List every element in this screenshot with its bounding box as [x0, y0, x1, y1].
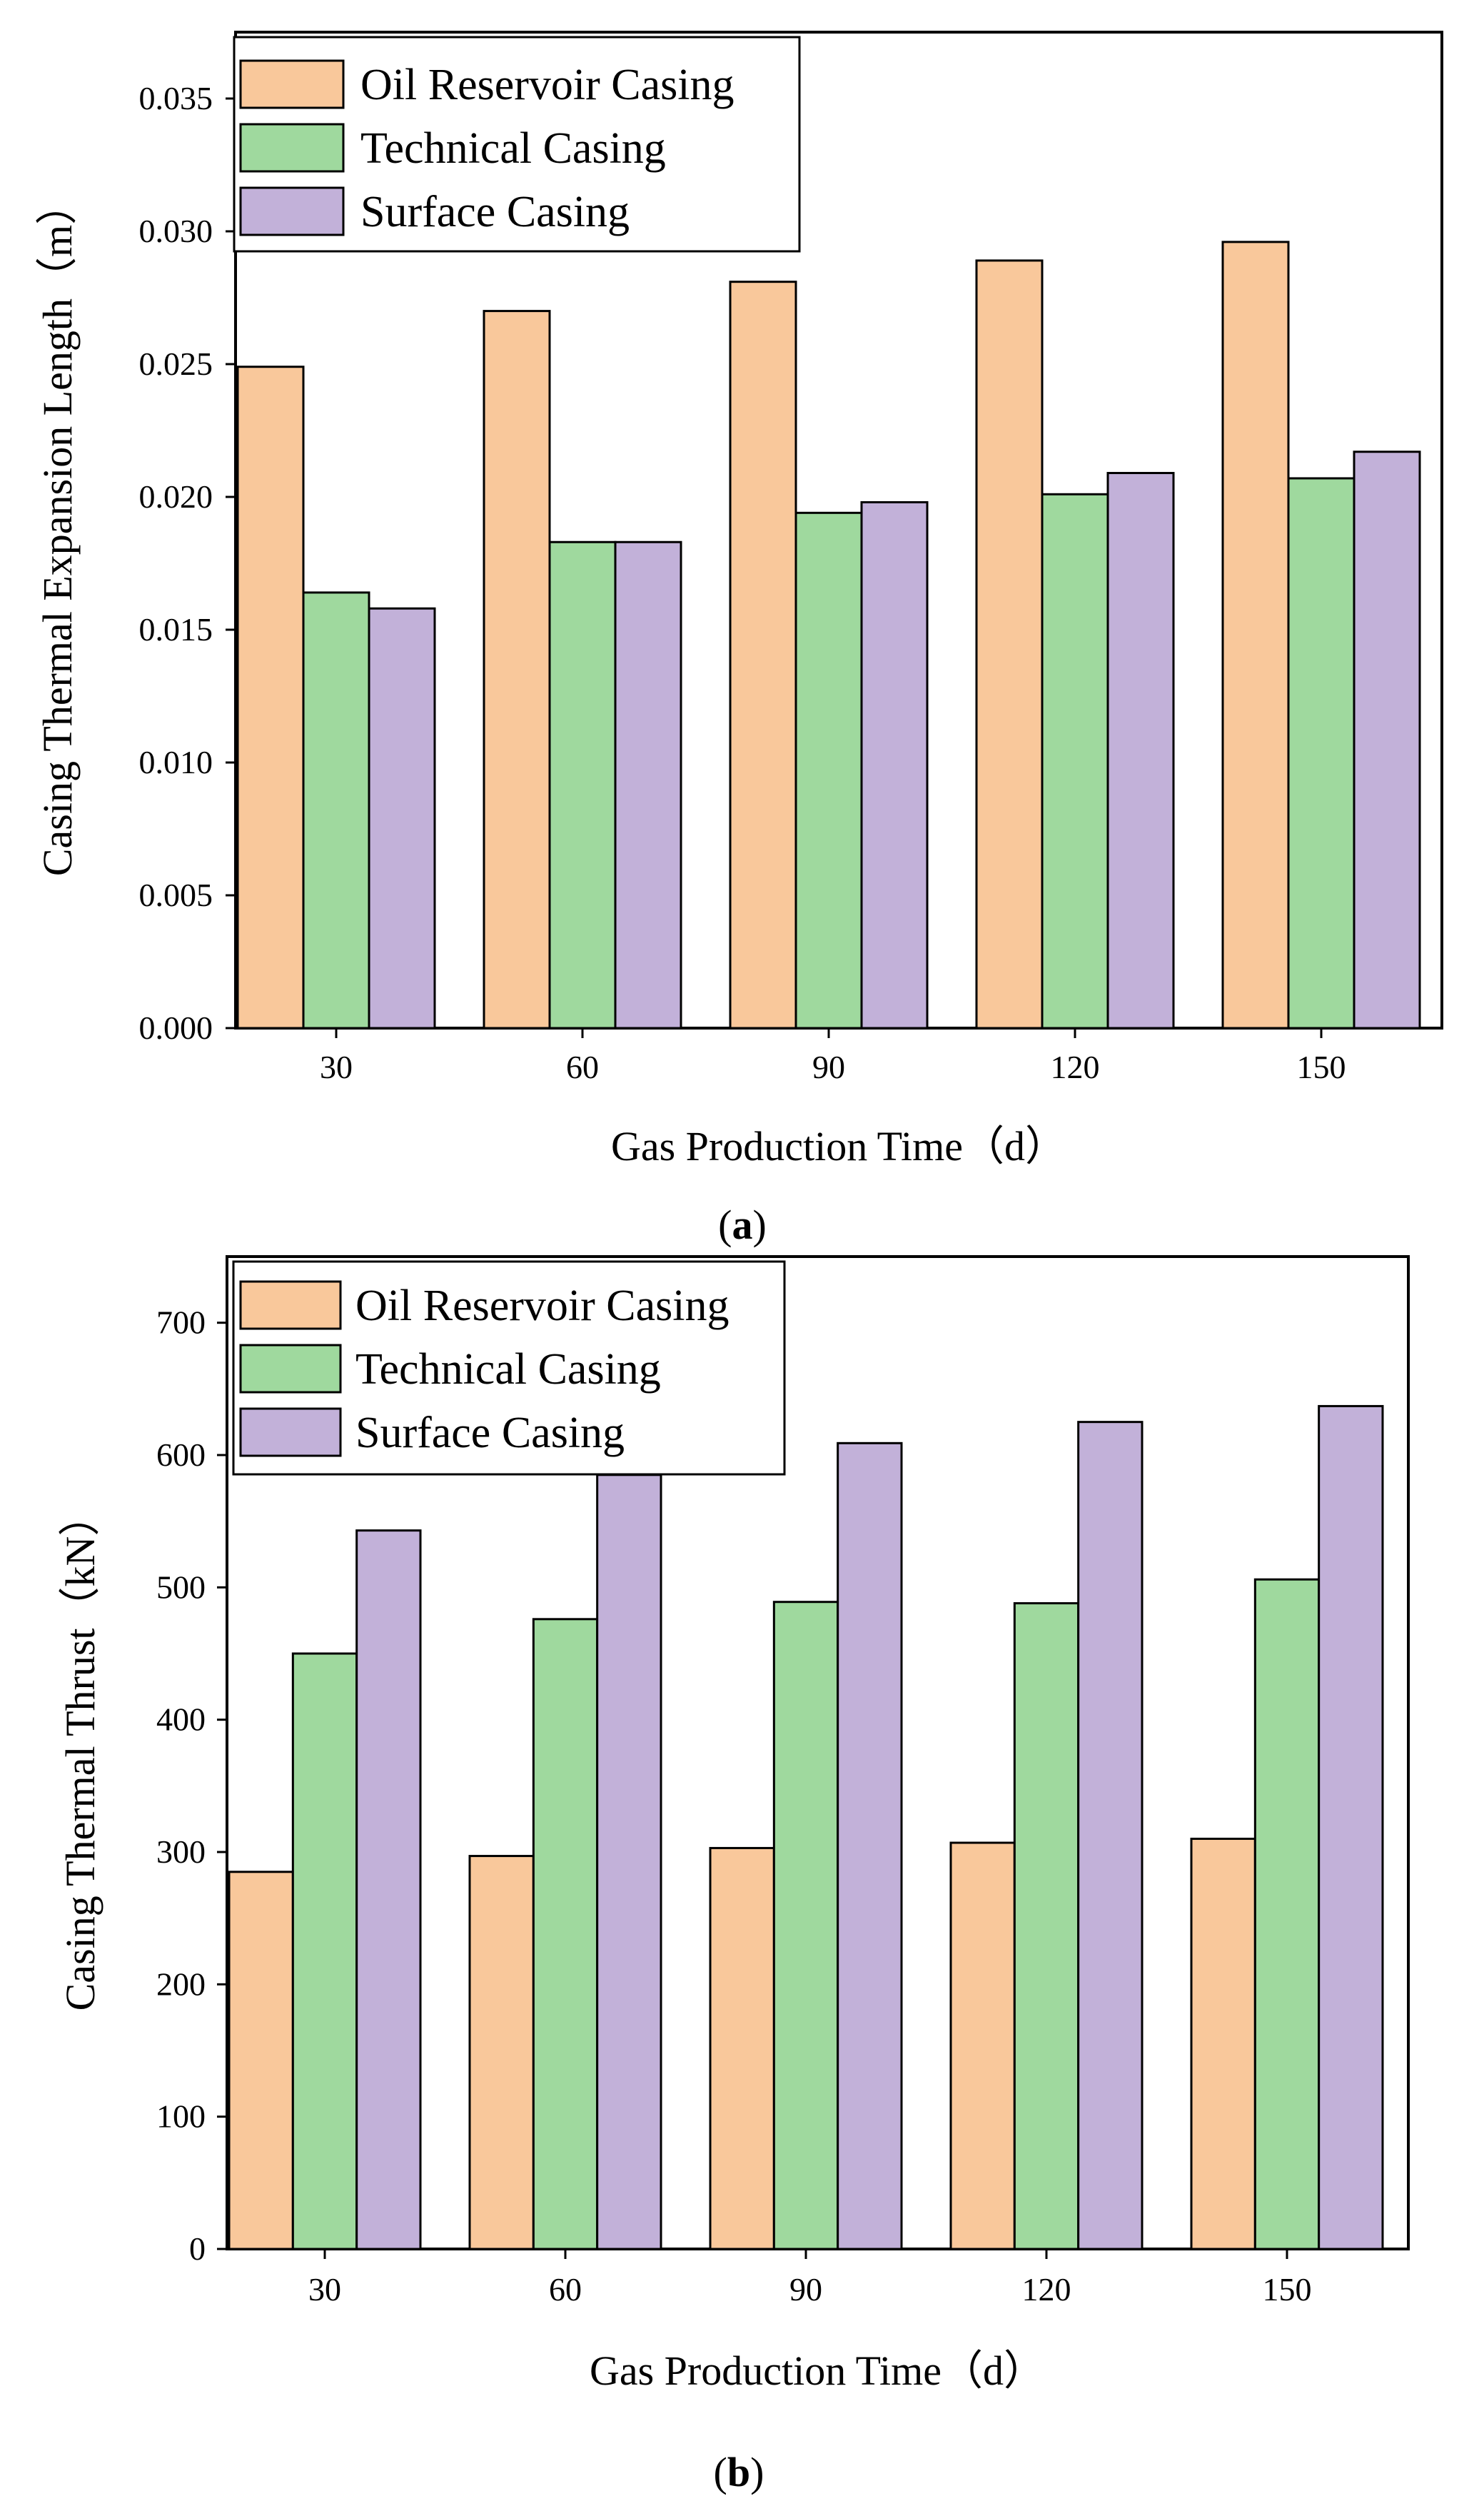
- bars: [236, 241, 1421, 1030]
- x-tick-label: 60: [566, 1049, 599, 1085]
- y-tick-label: 600: [156, 1436, 206, 1473]
- legend-swatch: [239, 1344, 342, 1394]
- legend-swatch: [239, 1280, 342, 1330]
- legend-label: Surface Casing: [360, 188, 630, 236]
- x-axis-title: Gas Production Time（d）: [590, 2348, 1045, 2394]
- bar-technical-casing-60: [532, 1618, 599, 2250]
- y-tick-label: 700: [156, 1304, 206, 1341]
- y-axis-ticks: 0 100 200 300 400 500 600 700: [156, 1304, 227, 2267]
- y-tick-label: 0: [189, 2230, 206, 2267]
- bar-surface-casing-150: [1353, 451, 1421, 1030]
- bar-technical-casing-30: [302, 591, 370, 1030]
- bar-surface-casing-60: [596, 1474, 662, 2250]
- y-tick-label: 0.035: [139, 80, 213, 116]
- bar-oil-reservoir-casing-90: [709, 1846, 775, 2250]
- bar-oil-reservoir-casing-150: [1221, 241, 1290, 1030]
- x-tick-label: 90: [789, 2271, 822, 2308]
- bar-surface-casing-120: [1077, 1421, 1144, 2250]
- bar-technical-casing-120: [1041, 493, 1109, 1030]
- legend: Oil Reservoir Casing Technical Casing Surf…: [233, 36, 801, 253]
- x-tick-label: 90: [812, 1049, 845, 1085]
- y-tick-label: 0.025: [139, 346, 213, 382]
- x-tick-label: 120: [1051, 1049, 1100, 1085]
- y-tick-label: 0.010: [139, 744, 213, 780]
- bar-technical-casing-30: [291, 1652, 358, 2250]
- legend-label: Surface Casing: [355, 1409, 625, 1457]
- bar-oil-reservoir-casing-60: [483, 310, 551, 1030]
- bar-technical-casing-90: [772, 1601, 839, 2250]
- bar-surface-casing-120: [1106, 472, 1175, 1030]
- x-axis-title: Gas Production Time（d）: [611, 1123, 1066, 1169]
- legend-swatch: [239, 186, 345, 236]
- bar-surface-casing-90: [837, 1441, 903, 2250]
- legend-label: Oil Reservoir Casing: [355, 1282, 730, 1330]
- legend-swatch: [239, 123, 345, 173]
- bar-technical-casing-90: [794, 511, 863, 1030]
- x-tick-label: 150: [1297, 1049, 1346, 1085]
- bar-oil-reservoir-casing-30: [228, 1871, 294, 2250]
- bar-technical-casing-120: [1013, 1602, 1080, 2250]
- x-tick-label: 150: [1263, 2271, 1312, 2308]
- bar-technical-casing-150: [1253, 1578, 1321, 2250]
- x-axis-ticks: 30 60 90 120 150: [320, 1028, 1346, 1085]
- bar-oil-reservoir-casing-150: [1190, 1837, 1256, 2250]
- y-axis-title: Casing Thermal Expansion Length（m）: [34, 183, 81, 876]
- bar-technical-casing-60: [548, 540, 617, 1030]
- y-tick-label: 0.015: [139, 611, 213, 648]
- x-tick-label: 30: [308, 2271, 341, 2308]
- legend-label: Technical Casing: [355, 1345, 661, 1394]
- y-tick-label: 300: [156, 1833, 206, 1870]
- y-tick-label: 100: [156, 2098, 206, 2135]
- y-tick-label: 0.005: [139, 877, 213, 913]
- y-tick-label: 500: [156, 1569, 206, 1605]
- y-tick-label: 400: [156, 1701, 206, 1738]
- x-axis-ticks: 30 60 90 120 150: [308, 2249, 1312, 2308]
- bar-surface-casing-150: [1318, 1404, 1384, 2250]
- bar-technical-casing-150: [1287, 477, 1356, 1030]
- legend-swatch: [239, 59, 345, 109]
- y-axis-ticks: 0.000 0.005 0.010 0.015 0.020 0.025 0.030 0.035: [139, 80, 236, 1046]
- legend-label: Oil Reservoir Casing: [360, 61, 735, 109]
- chart-panel-b: 0 100 200 300 400 500 600 700 30 60 90 120 150 Oil …: [57, 1255, 1410, 2495]
- bars: [228, 1404, 1384, 2250]
- panel-label-a: (a): [718, 1202, 767, 1248]
- y-tick-label: 0.020: [139, 478, 213, 515]
- y-tick-label: 0.000: [139, 1010, 213, 1046]
- x-tick-label: 120: [1022, 2271, 1071, 2308]
- bar-surface-casing-90: [860, 500, 929, 1030]
- bar-oil-reservoir-casing-90: [729, 281, 797, 1030]
- bar-surface-casing-30: [368, 607, 436, 1030]
- bar-oil-reservoir-casing-120: [949, 1841, 1016, 2250]
- y-tick-label: 200: [156, 1966, 206, 2002]
- legend-swatch: [239, 1407, 342, 1457]
- panel-label-b: (b): [714, 2449, 764, 2495]
- panel-label-a-letter: a: [732, 1202, 753, 1248]
- legend: Oil Reservoir Casing Technical Casing Surf…: [232, 1260, 786, 1476]
- bar-oil-reservoir-casing-30: [236, 366, 305, 1030]
- x-tick-label: 30: [320, 1049, 353, 1085]
- panel-label-b-letter: b: [727, 2449, 750, 2495]
- chart-panel-a: 0.000 0.005 0.010 0.015 0.020 0.025 0.030 0.035…: [34, 31, 1443, 1248]
- bar-oil-reservoir-casing-120: [975, 259, 1044, 1030]
- y-tick-label: 0.030: [139, 213, 213, 249]
- x-tick-label: 60: [549, 2271, 582, 2308]
- bar-oil-reservoir-casing-60: [468, 1855, 535, 2250]
- legend-label: Technical Casing: [360, 124, 666, 173]
- bar-surface-casing-60: [614, 540, 682, 1030]
- bar-surface-casing-30: [355, 1529, 422, 2250]
- y-axis-title: Casing Thermal Thrust（kN）: [57, 1495, 104, 2011]
